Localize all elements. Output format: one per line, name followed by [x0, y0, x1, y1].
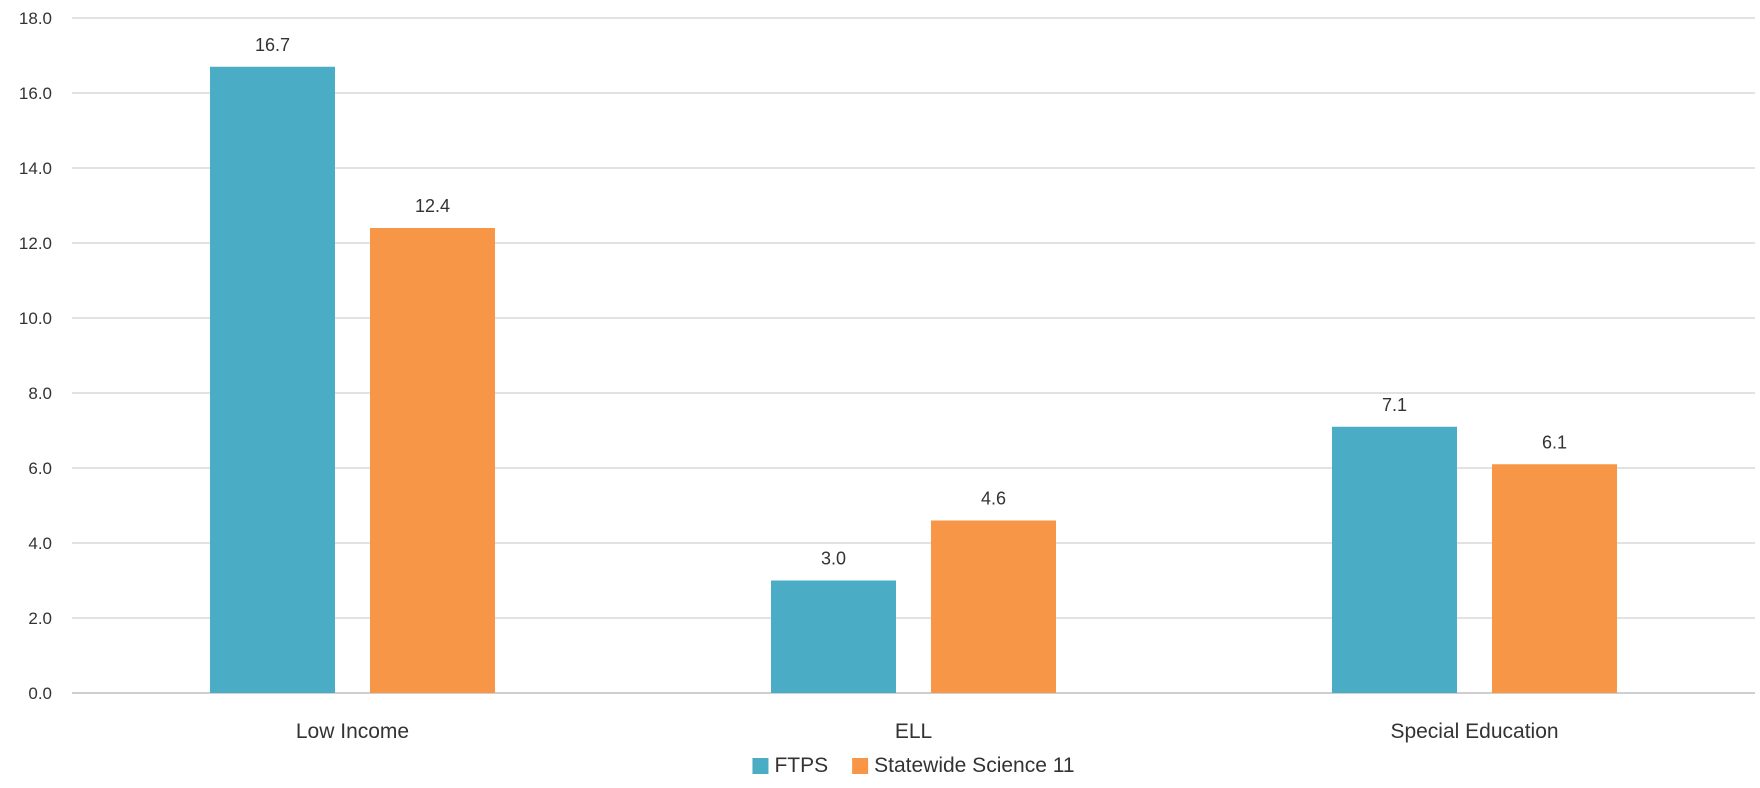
x-category-label: Special Education — [1390, 720, 1558, 743]
data-label: 3.0 — [821, 549, 846, 569]
data-label: 7.1 — [1382, 395, 1407, 415]
legend-label: Statewide Science 11 — [874, 754, 1074, 777]
y-tick-label: 14.0 — [19, 159, 52, 178]
legend-swatch — [752, 758, 769, 774]
y-tick-label: 4.0 — [28, 534, 52, 553]
y-tick-label: 12.0 — [19, 234, 52, 253]
x-category-label: Low Income — [296, 720, 409, 743]
legend: FTPS Statewide Science 11 — [752, 754, 1075, 777]
y-tick-label: 6.0 — [28, 459, 52, 478]
bar-ftps-special-education — [1332, 426, 1457, 693]
bar-statewide-science-11-ell — [931, 520, 1056, 693]
y-tick-label: 0.0 — [28, 684, 52, 703]
legend-item: FTPS — [752, 754, 828, 777]
y-tick-label: 10.0 — [19, 309, 52, 328]
y-axis-tick-labels: 0.0 2.0 4.0 6.0 8.0 10.0 12.0 14.0 16.0 18.0 — [19, 9, 52, 703]
x-axis-category-labels: Low Income ELL Special Education — [296, 720, 1559, 743]
legend-item: Statewide Science 11 — [852, 754, 1075, 777]
bar-statewide-science-11-special-education — [1492, 464, 1617, 693]
data-label: 4.6 — [981, 489, 1006, 509]
bars — [210, 66, 1617, 693]
x-category-label: ELL — [895, 720, 932, 743]
data-labels: 16.7 12.4 3.0 4.6 7.1 6.1 — [255, 35, 1567, 569]
data-label: 12.4 — [415, 196, 450, 216]
bar-statewide-science-11-low-income — [370, 228, 495, 693]
bar-ftps-low-income — [210, 66, 335, 693]
grid-lines — [72, 17, 1755, 694]
data-label: 16.7 — [255, 35, 290, 55]
y-tick-label: 8.0 — [28, 384, 52, 403]
data-label: 6.1 — [1542, 432, 1567, 452]
legend-label: FTPS — [774, 754, 828, 777]
y-tick-label: 16.0 — [19, 84, 52, 103]
bar-ftps-ell — [771, 580, 896, 693]
legend-swatch — [852, 758, 869, 774]
y-tick-label: 18.0 — [19, 9, 52, 28]
y-tick-label: 2.0 — [28, 609, 52, 628]
